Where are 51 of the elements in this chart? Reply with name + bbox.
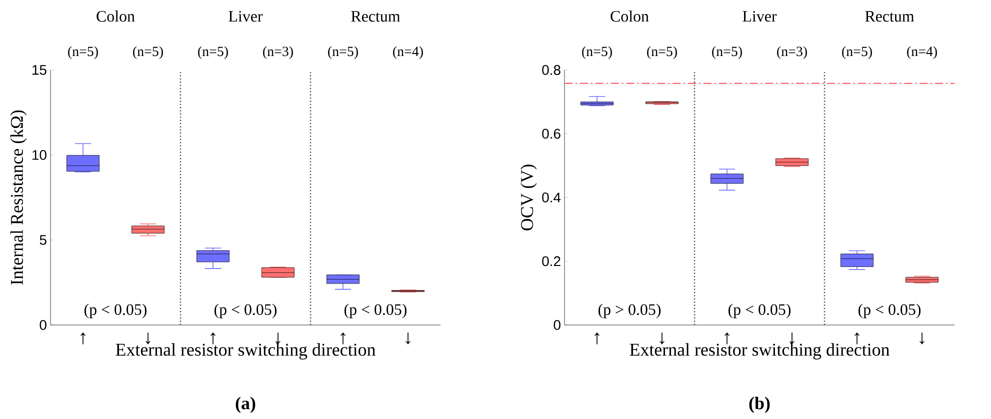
y-axis-title: Internal Resistance (kΩ)	[10, 110, 27, 285]
x-tick-label: ↓	[790, 332, 794, 344]
text: (n=5)	[582, 46, 612, 59]
text: (n=3)	[777, 46, 807, 59]
x-tick-label: ↓	[660, 332, 664, 344]
y-tick-label: 0	[40, 320, 46, 330]
y-tick-label: 5	[40, 235, 46, 245]
annotation: (p < 0.05)	[214, 304, 277, 318]
text: Rectum	[351, 11, 400, 22]
annotation: (p < 0.05)	[84, 304, 147, 318]
y-tick-label: 15	[32, 65, 46, 75]
annotation: (p > 0.05)	[598, 304, 661, 318]
y-tick-label: 0.6	[542, 128, 560, 139]
text: Colon	[96, 10, 135, 22]
y-tick-label: 0.4	[542, 192, 561, 202]
y-tick-label: 10	[32, 150, 46, 160]
annotation: (p < 0.05)	[728, 304, 791, 318]
x-tick-label: ↓	[276, 332, 280, 344]
text: (n=4)	[907, 46, 937, 59]
x-tick-label: ↓	[920, 332, 924, 344]
text: (n=5)	[68, 46, 98, 59]
text: (b)	[749, 396, 770, 413]
x-axis-title: External resistor switching direction	[116, 343, 376, 360]
y-tick-label: 0	[554, 320, 560, 330]
text: Rectum	[865, 11, 914, 22]
text: (n=5)	[328, 46, 358, 59]
text: (n=4)	[393, 46, 423, 59]
y-axis-title: OCV (V)	[520, 164, 537, 230]
x-tick-label: ↑	[724, 332, 730, 344]
text: (n=5)	[647, 46, 677, 59]
text: (n=5)	[842, 46, 872, 59]
x-tick-label: ↑	[854, 332, 860, 344]
x-tick-label: ↑	[80, 332, 86, 344]
text: Liver	[742, 11, 777, 22]
text: (n=5)	[133, 46, 163, 59]
x-tick-label: ↓	[146, 332, 150, 344]
x-axis-title: External resistor switching direction	[630, 343, 890, 360]
annotation: (p < 0.05)	[858, 304, 921, 318]
x-tick-label: ↑	[594, 332, 600, 344]
annotation: (p < 0.05)	[344, 304, 407, 318]
text: (n=5)	[198, 46, 228, 59]
text: Liver	[228, 11, 263, 22]
x-tick-label: ↑	[340, 332, 346, 344]
y-tick-label: 0.2	[542, 256, 560, 266]
x-tick-label: ↑	[210, 332, 216, 344]
text: (a)	[236, 396, 256, 413]
text: Colon	[610, 10, 649, 22]
x-tick-label: ↓	[406, 332, 410, 344]
y-tick-label: 0.8	[542, 65, 560, 75]
text: (n=5)	[712, 46, 742, 59]
text: (n=3)	[263, 46, 293, 59]
